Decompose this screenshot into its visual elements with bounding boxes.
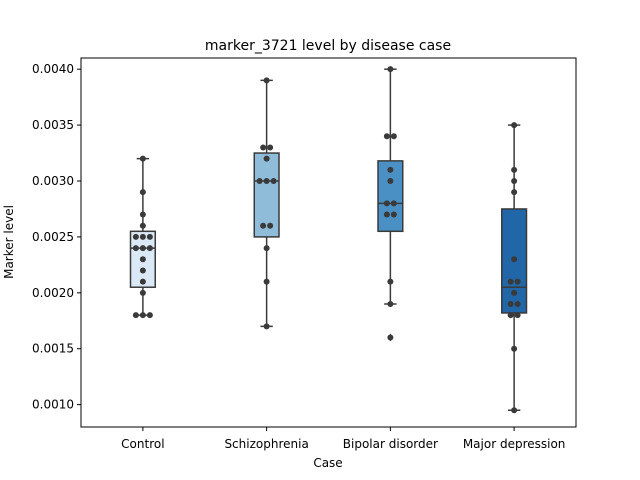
data-point: [387, 166, 394, 173]
data-point: [387, 334, 394, 341]
data-point: [263, 155, 270, 162]
x-tick-label: Schizophrenia: [224, 437, 308, 451]
box-group: [253, 77, 280, 330]
chart-title: marker_3721 level by disease case: [205, 38, 451, 54]
data-point: [387, 66, 394, 73]
data-point: [132, 245, 139, 252]
box-series: [129, 66, 528, 414]
data-point: [139, 278, 146, 285]
data-point: [146, 245, 153, 252]
y-tick-label: 0.0025: [32, 230, 74, 244]
data-point: [263, 77, 270, 84]
y-tick-label: 0.0040: [32, 62, 74, 76]
data-point: [511, 122, 518, 129]
data-point: [390, 133, 397, 140]
data-point: [260, 144, 267, 151]
box-group: [501, 122, 528, 414]
data-point: [390, 200, 397, 207]
data-point: [383, 211, 390, 218]
data-point: [514, 301, 521, 307]
data-point: [511, 289, 518, 296]
data-point: [387, 301, 394, 307]
y-tick-label: 0.0035: [32, 118, 74, 132]
x-tick-label: Major depression: [463, 437, 566, 451]
y-tick-label: 0.0030: [32, 174, 74, 188]
data-point: [383, 200, 390, 207]
y-tick-label: 0.0015: [32, 342, 74, 356]
data-point: [511, 256, 518, 263]
data-point: [139, 312, 146, 319]
data-point: [267, 222, 274, 229]
data-point: [139, 211, 146, 218]
data-point: [507, 301, 514, 307]
y-tick-label: 0.0020: [32, 286, 74, 300]
data-point: [514, 312, 521, 319]
data-point: [387, 278, 394, 285]
x-axis: Control Schizophrenia Bipolar disorder Majo…: [121, 427, 565, 451]
data-point: [139, 189, 146, 196]
data-point: [390, 211, 397, 218]
data-point: [511, 189, 518, 196]
data-point: [383, 133, 390, 140]
box-group: [377, 66, 404, 342]
data-point: [507, 278, 514, 285]
x-tick-label: Control: [121, 437, 164, 451]
data-point: [139, 233, 146, 240]
data-point: [139, 155, 146, 162]
data-point: [146, 312, 153, 319]
data-point: [146, 233, 153, 240]
data-point: [256, 178, 263, 184]
plot-frame: [80, 57, 577, 428]
iqr-box: [377, 160, 404, 233]
data-point: [263, 245, 270, 252]
data-point: [139, 245, 146, 252]
iqr-box: [253, 152, 280, 238]
data-point: [132, 233, 139, 240]
data-point: [139, 289, 146, 296]
data-point: [270, 178, 277, 184]
data-point: [139, 256, 146, 263]
data-point: [511, 407, 518, 414]
x-tick-label: Bipolar disorder: [343, 437, 438, 451]
data-point: [511, 178, 518, 184]
data-point: [511, 166, 518, 173]
data-point: [387, 178, 394, 184]
data-point: [139, 222, 146, 229]
y-axis-label: Marker level: [2, 205, 16, 279]
data-point: [132, 312, 139, 319]
data-point: [263, 278, 270, 285]
y-tick-label: 0.0010: [32, 398, 74, 412]
data-point: [139, 267, 146, 274]
data-point: [511, 345, 518, 352]
data-point: [514, 278, 521, 285]
data-point: [263, 178, 270, 184]
data-point: [260, 222, 267, 229]
data-point: [267, 144, 274, 151]
y-axis: 0.0010 0.0015 0.0020 0.0025 0.0030 0.0035 0.00…: [32, 62, 81, 412]
data-point: [507, 312, 514, 319]
x-axis-label: Case: [313, 456, 342, 470]
data-point: [263, 323, 270, 330]
box-group: [129, 155, 156, 319]
